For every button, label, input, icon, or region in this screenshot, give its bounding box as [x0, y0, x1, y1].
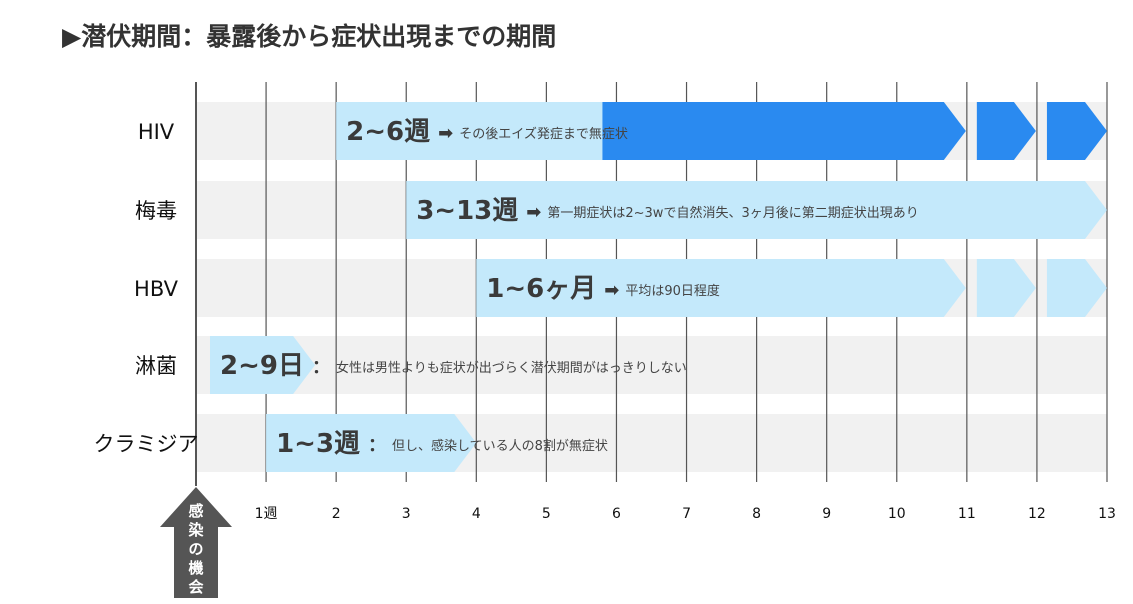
bar-segment [210, 336, 316, 394]
row-label: HBV [134, 277, 179, 301]
x-tick-label: 5 [542, 506, 551, 522]
separator-mark: ➡ [526, 202, 541, 223]
range-label: 2~6週 [346, 117, 430, 147]
row-label: 淋菌 [135, 354, 177, 378]
bar-note: 平均は90日程度 [625, 283, 720, 299]
x-tick-label: 3 [402, 506, 411, 522]
separator-mark: ➡ [604, 280, 619, 301]
x-tick-label: 12 [1028, 506, 1046, 522]
bar-segment [476, 259, 966, 317]
bar-segment [976, 259, 1036, 317]
x-tick-label: 4 [472, 506, 481, 522]
bar-segment [602, 102, 966, 160]
bars: 2~6週 ➡ その後エイズ発症まで無症状 3~13週 ➡ 第一期症状は2~3wで自然消失、… [210, 102, 1107, 472]
range-label: 3~13週 [416, 196, 518, 226]
x-tick-label: 9 [822, 506, 831, 522]
row-label: HIV [138, 120, 175, 144]
row-background [196, 336, 1107, 394]
infection-opportunity-label: 感染の機会 [187, 502, 204, 596]
up-arrow-icon [160, 487, 232, 598]
bar-segment [1046, 259, 1107, 317]
range-label: 1~3週 [276, 429, 360, 459]
x-tick-label: 6 [612, 506, 621, 522]
bar-note: 但し、感染している人の8割が無症状 [392, 438, 608, 454]
x-tick-label: 7 [682, 506, 691, 522]
x-tick-label: 13 [1098, 506, 1116, 522]
bar-segment [976, 102, 1036, 160]
separator-mark: ： [368, 435, 386, 456]
separator-mark: ➡ [438, 123, 453, 144]
separator-mark: ： [312, 357, 330, 378]
bar-note: 第一期症状は2~3wで自然消失、3ヶ月後に第二期症状出現あり [547, 205, 918, 221]
opportunity-arrow: 感染の機会 [160, 487, 232, 598]
x-tick-label: 2 [332, 506, 341, 522]
x-tick-label: 8 [752, 506, 761, 522]
bar-note: 女性は男性よりも症状が出づらく潜伏期間がはっきりしない [336, 360, 687, 376]
range-label: 2~9日 [220, 351, 304, 381]
row-label: クラミジア [94, 432, 199, 456]
bar-segment [1046, 102, 1107, 160]
x-tick-labels: 1週 2 3 4 5 6 7 8 9 10 11 12 13 [255, 506, 1116, 522]
chart-title: ▶潜伏期間：暴露後から症状出現までの期間 [62, 22, 556, 51]
bar-segment [266, 414, 477, 472]
row-label: 梅毒 [135, 199, 177, 223]
x-tick-label: 11 [958, 506, 976, 522]
bar-note: その後エイズ発症まで無症状 [459, 126, 628, 142]
range-label: 1~6ヶ月 [486, 274, 596, 304]
x-tick-label: 1週 [255, 506, 278, 522]
bar-segment [406, 181, 1107, 239]
x-tick-label: 10 [888, 506, 906, 522]
